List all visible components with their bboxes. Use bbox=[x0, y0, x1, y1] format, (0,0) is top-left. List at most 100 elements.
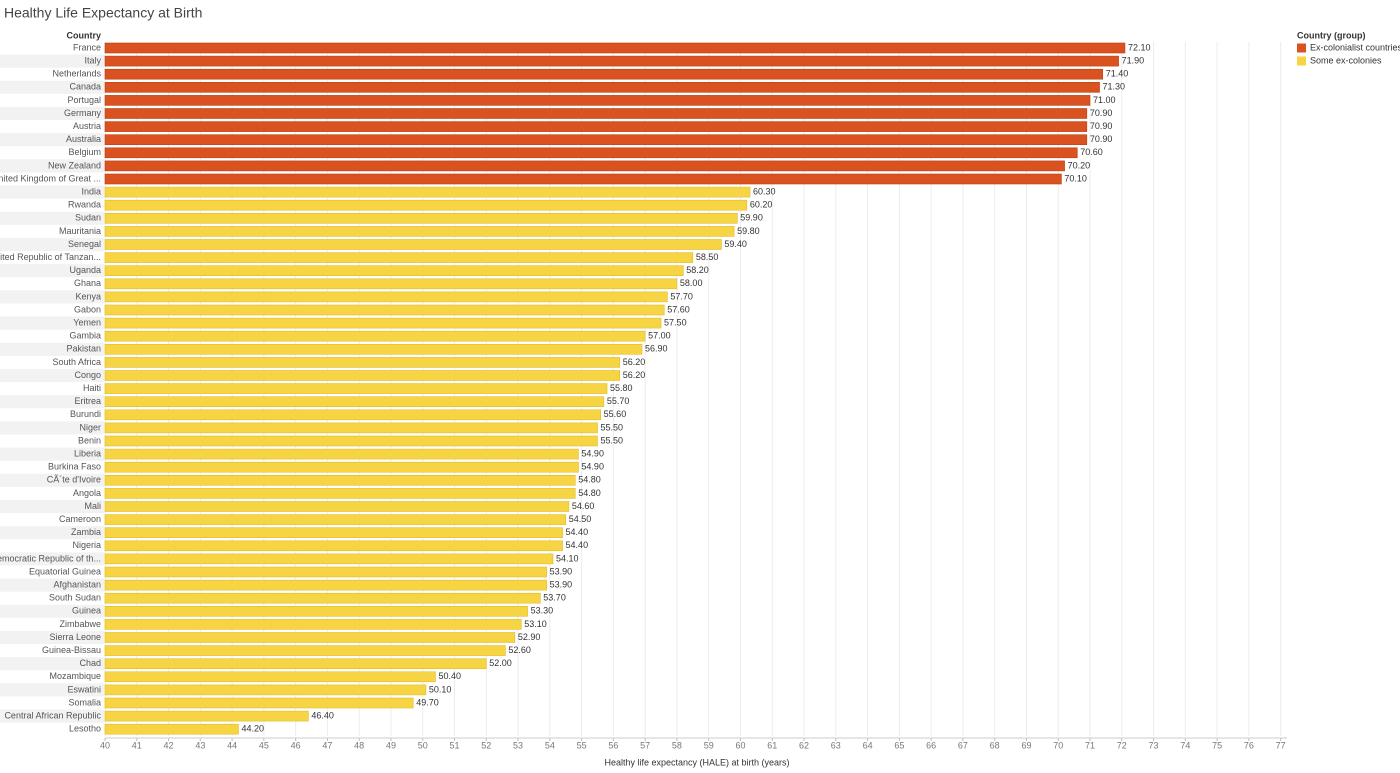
bar bbox=[104, 239, 722, 250]
y-tick-label: Burkina Faso bbox=[48, 462, 101, 472]
value-label: 52.90 bbox=[518, 632, 541, 642]
value-label: 55.70 bbox=[607, 396, 630, 406]
bar bbox=[104, 108, 1088, 119]
row-band bbox=[0, 342, 104, 356]
y-tick-label: Lesotho bbox=[69, 724, 101, 734]
bar bbox=[104, 566, 547, 578]
bar bbox=[104, 396, 605, 408]
value-label: 56.20 bbox=[623, 370, 646, 380]
value-label: 54.60 bbox=[572, 501, 595, 511]
legend-swatch bbox=[1297, 56, 1306, 66]
value-label: 60.20 bbox=[750, 200, 773, 210]
x-tick-label: 42 bbox=[164, 740, 174, 750]
y-tick-label: Central African Republic bbox=[4, 710, 101, 720]
bar bbox=[104, 540, 563, 552]
x-tick-label: 71 bbox=[1085, 740, 1095, 750]
x-tick-label: 51 bbox=[450, 740, 460, 750]
value-label: 53.10 bbox=[524, 619, 547, 629]
row-band bbox=[0, 368, 104, 383]
value-label: 71.90 bbox=[1122, 55, 1145, 65]
y-tick-label: Rwanda bbox=[68, 200, 101, 210]
y-tick-label: Sudan bbox=[75, 213, 101, 223]
y-tick-label: Guinea bbox=[72, 606, 101, 616]
value-label: 54.80 bbox=[578, 488, 601, 498]
value-label: 53.30 bbox=[531, 606, 554, 616]
x-tick-label: 46 bbox=[291, 740, 301, 750]
legend-swatch bbox=[1297, 43, 1306, 53]
value-label: 52.00 bbox=[489, 658, 512, 668]
value-label: 71.00 bbox=[1093, 95, 1116, 105]
value-label: 70.20 bbox=[1068, 160, 1091, 170]
x-tick-label: 67 bbox=[958, 740, 968, 750]
row-band bbox=[0, 630, 104, 645]
x-tick-label: 64 bbox=[863, 740, 873, 750]
y-tick-label: United Republic of Tanzan... bbox=[0, 252, 101, 262]
bar bbox=[104, 553, 554, 565]
bar bbox=[104, 619, 522, 630]
x-tick-label: 73 bbox=[1149, 740, 1159, 750]
value-label: 55.50 bbox=[601, 435, 624, 445]
bar bbox=[104, 343, 643, 355]
bar bbox=[104, 435, 598, 447]
bar bbox=[104, 645, 506, 656]
value-label: 54.40 bbox=[566, 527, 589, 537]
row-band bbox=[0, 657, 104, 671]
row-band bbox=[0, 264, 104, 278]
y-tick-label: Gambia bbox=[69, 331, 101, 341]
value-label: 53.90 bbox=[550, 566, 573, 576]
value-label: 54.90 bbox=[581, 448, 604, 458]
bar bbox=[104, 134, 1088, 145]
y-tick-label: Mali bbox=[84, 501, 101, 511]
y-tick-label: Canada bbox=[69, 82, 101, 92]
bar bbox=[104, 501, 570, 512]
x-tick-label: 43 bbox=[195, 740, 205, 750]
row-band bbox=[0, 473, 104, 487]
bar bbox=[104, 317, 662, 329]
value-label: 52.60 bbox=[508, 645, 531, 655]
bar bbox=[104, 330, 646, 342]
row-band bbox=[0, 159, 104, 173]
value-label: 54.40 bbox=[566, 540, 589, 550]
value-label: 60.30 bbox=[753, 186, 776, 196]
x-axis-label: Healthy life expectancy (HALE) at birth … bbox=[604, 757, 789, 767]
value-label: 50.10 bbox=[429, 684, 452, 694]
y-tick-label: Benin bbox=[78, 435, 101, 445]
row-band bbox=[0, 552, 104, 566]
y-tick-label: Eswatini bbox=[67, 684, 101, 694]
y-tick-label: Portugal bbox=[67, 95, 101, 105]
x-tick-label: 70 bbox=[1053, 740, 1063, 750]
x-tick-label: 66 bbox=[926, 740, 936, 750]
x-tick-label: 50 bbox=[418, 740, 428, 750]
y-tick-label: South Sudan bbox=[49, 593, 101, 603]
row-band bbox=[0, 604, 104, 618]
y-tick-label: Liberia bbox=[74, 448, 101, 458]
y-tick-label: Yemen bbox=[73, 317, 101, 327]
x-tick-label: 48 bbox=[354, 740, 364, 750]
y-tick-label: Gabon bbox=[74, 304, 101, 314]
value-label: 49.70 bbox=[416, 697, 439, 707]
y-tick-label: India bbox=[81, 186, 101, 196]
y-tick-label: France bbox=[73, 42, 101, 52]
x-tick-label: 69 bbox=[1021, 740, 1031, 750]
y-tick-label: Chad bbox=[79, 658, 101, 668]
y-tick-label: Sierra Leone bbox=[49, 632, 101, 642]
x-tick-label: 77 bbox=[1276, 740, 1286, 750]
row-band bbox=[0, 54, 104, 68]
y-tick-label: Ghana bbox=[74, 278, 101, 288]
bar bbox=[104, 121, 1088, 132]
bar bbox=[104, 671, 436, 683]
bar bbox=[104, 370, 621, 381]
bar bbox=[104, 579, 547, 591]
legend-title: Country (group) bbox=[1297, 30, 1365, 40]
background bbox=[0, 54, 104, 723]
bar bbox=[104, 514, 567, 525]
value-label: 54.10 bbox=[556, 553, 579, 563]
row-band bbox=[0, 185, 104, 199]
bar bbox=[104, 186, 751, 198]
x-tick-label: 56 bbox=[608, 740, 618, 750]
bar bbox=[104, 448, 579, 460]
row-band bbox=[0, 237, 104, 252]
legend-label: Some ex-colonies bbox=[1310, 55, 1382, 65]
bar bbox=[104, 55, 1119, 67]
